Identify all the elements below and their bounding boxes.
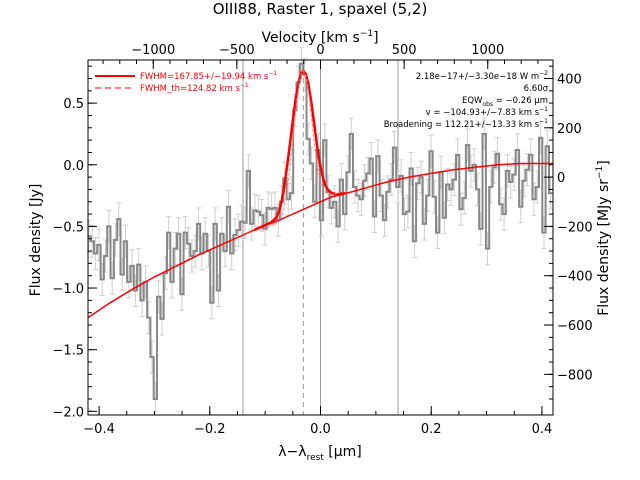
legend-entry-fwhm: FWHM=167.85+/−19.94 km s−1 — [140, 70, 277, 82]
data-series-line — [87, 62, 553, 400]
y-tick-label: −1.0 — [52, 282, 84, 297]
reference-lines — [242, 60, 399, 415]
line-fit-curve — [253, 69, 346, 232]
y-tick-label: −0.5 — [52, 220, 84, 235]
top-tick-label: −1000 — [131, 43, 175, 58]
top-tick-label: 0 — [316, 43, 324, 58]
annotation-line-flux: 2.18e−17+/−3.30e−18 W m−2 — [416, 70, 548, 82]
y-axis-label: Flux density [Jy] — [28, 184, 44, 297]
y-tick-label: −1.5 — [52, 344, 84, 359]
x-label-unit: [μm] — [324, 444, 362, 460]
y-tick-label: −2.0 — [52, 405, 84, 420]
legend-fwhm-text: FWHM=167.85+/−19.94 km s — [140, 72, 269, 82]
x-label-main: λ−λ — [278, 444, 306, 460]
y-tick-label: 0.0 — [63, 159, 84, 174]
right-tick-label: −400 — [557, 270, 593, 285]
x-axis-label: λ−λrest [μm] — [278, 444, 362, 463]
right-tick-label: −800 — [557, 368, 593, 383]
right-label-end: ] — [596, 160, 612, 165]
top-label-end: ] — [373, 30, 378, 46]
y-tick-label: 0.5 — [63, 97, 84, 112]
x-tick-label: 0.4 — [532, 422, 553, 437]
x-tick-label: 0.2 — [421, 422, 442, 437]
top-axis-label: Velocity [km s−1] — [261, 29, 378, 46]
right-label-main: Flux density [MJy sr — [596, 179, 612, 316]
thermal-fit-curve — [262, 70, 338, 231]
legend: FWHM=167.85+/−19.94 km s−1 FWHM_th=124.8… — [95, 70, 277, 94]
continuum-line — [87, 162, 553, 319]
legend-entry-fwhm-th: FWHM_th=124.82 km s−1 — [140, 82, 249, 94]
right-tick-label: −600 — [557, 319, 593, 334]
annotation-broadening: Broadening = 112.21+/−13.33 km s−1 — [384, 118, 548, 130]
axes: −0.4 −0.2 0.0 0.2 0.4 −2.0 −1.5 −1.0 −0.5 0.0 0.5 −… — [52, 43, 592, 437]
right-tick-label: 200 — [557, 122, 582, 137]
x-label-sub: rest — [307, 453, 325, 463]
right-tick-label: −200 — [557, 220, 593, 235]
top-label-main: Velocity [km s — [261, 30, 359, 46]
top-tick-label: −500 — [219, 43, 255, 58]
annotation-eqw: EQWobs = −0.26 μm — [462, 96, 548, 108]
top-tick-label: 500 — [392, 43, 417, 58]
legend-fwhm-th-text: FWHM_th=124.82 km s — [140, 84, 240, 94]
right-tick-label: 400 — [557, 72, 582, 87]
legend-fwhm-th-sup: −1 — [240, 82, 249, 89]
right-axis-label: Flux density [MJy sr−1] — [595, 160, 612, 316]
right-tick-label: 0 — [557, 171, 565, 186]
legend-fwhm-sup: −1 — [268, 70, 277, 77]
x-tick-label: 0.0 — [310, 422, 331, 437]
annotation-significance: 6.60σ — [524, 84, 549, 94]
top-label-sup: −1 — [360, 29, 373, 39]
x-tick-label: −0.2 — [194, 422, 226, 437]
top-tick-label: 1000 — [471, 43, 504, 58]
annotation-velocity: v = −104.93+/−7.83 km s−1 — [426, 106, 549, 118]
fit-annotations: 2.18e−17+/−3.30e−18 W m−2 6.60σ EQWobs =… — [384, 70, 549, 130]
chart-title: OIII88, Raster 1, spaxel (5,2) — [213, 0, 428, 18]
x-tick-label: −0.4 — [83, 422, 115, 437]
right-label-sup: −1 — [595, 166, 605, 179]
